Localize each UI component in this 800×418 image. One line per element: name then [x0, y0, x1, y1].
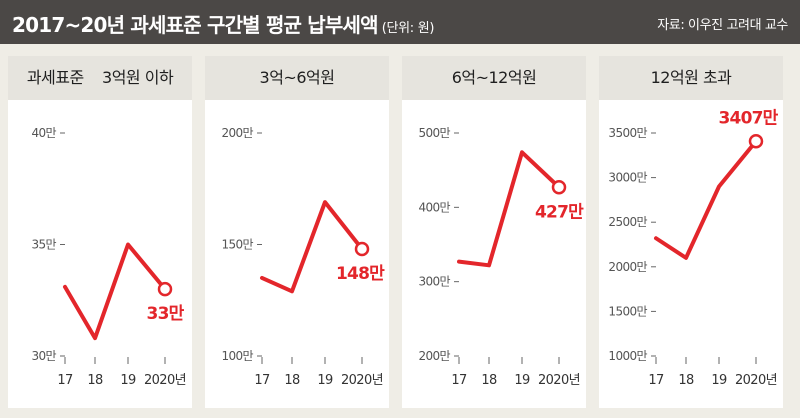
y-tick-label: 500만: [418, 126, 450, 140]
y-tick-label: 2500만: [608, 215, 647, 229]
line-chart: 100만 150만 200만 17 18 19 2020년 148만: [221, 126, 385, 388]
panel-over-12eok: 12억원 초과 1000만 1500만 2000만 2500만 3000만 3500만 17…: [599, 56, 783, 408]
panel-title: 과세표준 3억원 이하: [8, 56, 192, 100]
x-tick-label: 2020년: [538, 373, 580, 388]
unit-label: (단위: 원): [381, 21, 435, 36]
chart-header: 2017~20년 과세표준 구간별 평균 납부세액 (단위: 원) 자료: 이우진…: [0, 0, 800, 44]
panel-3eok-6eok: 3억~6억원 100만 150만 200만 17 18 19 2020년 148만: [205, 56, 389, 408]
x-tick-label: 2020년: [735, 373, 777, 388]
y-tick-label: 1500만: [608, 304, 647, 318]
y-tick-label: 3000만: [608, 171, 647, 185]
series-line: [457, 150, 561, 268]
line-chart: 30만 35만 40만 17 18 19 2020년 33만: [31, 126, 186, 388]
y-tick-label: 400만: [418, 200, 450, 214]
last-point-marker: [157, 281, 173, 297]
y-tick-label: 40만: [31, 126, 56, 140]
x-tick-label: 17: [451, 373, 467, 388]
x-tick-label: 18: [87, 373, 103, 388]
value-label: 427만: [535, 202, 584, 222]
x-tick-label: 17: [648, 373, 664, 388]
source-label: 자료: 이우진 고려대 교수: [657, 18, 788, 33]
series-line: [260, 200, 364, 294]
y-tick-label: 200만: [418, 349, 450, 363]
last-point-marker: [551, 180, 567, 195]
panel-title: 3억~6억원: [205, 56, 389, 100]
x-tick-label: 18: [284, 373, 300, 388]
x-tick-label: 17: [57, 373, 73, 388]
x-tick-label: 19: [120, 373, 136, 388]
last-point-marker: [354, 241, 370, 257]
chart-title-text: 2017~20년 과세표준 구간별 평균 납부세액: [12, 13, 379, 37]
y-tick-label: 100만: [221, 349, 253, 363]
panel-6eok-12eok: 6억~12억원 200만 300만 400만 500만 17 18 19 2020년 427만: [402, 56, 586, 408]
y-tick-label: 300만: [418, 275, 450, 289]
x-tick-label: 18: [481, 373, 497, 388]
x-tick-label: 18: [678, 373, 694, 388]
y-tick-label: 30만: [31, 349, 56, 363]
panel-under-3eok: 과세표준 3억원 이하 30만 35만 40만 17 18 19 2020년 33만: [8, 56, 192, 408]
x-tick-label: 2020년: [341, 373, 383, 388]
x-tick-label: 2020년: [144, 373, 186, 388]
x-tick-label: 19: [514, 373, 530, 388]
y-tick-label: 200만: [221, 126, 253, 140]
series-line: [63, 242, 167, 341]
chart-title: 2017~20년 과세표준 구간별 평균 납부세액 (단위: 원): [12, 9, 434, 38]
y-tick-label: 35만: [31, 238, 56, 252]
panel-title: 12억원 초과: [599, 56, 783, 100]
x-tick-label: 19: [711, 373, 727, 388]
y-tick-label: 2000만: [608, 260, 647, 274]
value-label: 148만: [336, 264, 385, 284]
y-tick-label: 3500만: [608, 126, 647, 140]
x-tick-label: 17: [254, 373, 270, 388]
line-chart: 1000만 1500만 2000만 2500만 3000만 3500만 17 18 19 2020…: [608, 108, 779, 388]
x-tick-label: 19: [317, 373, 333, 388]
y-tick-label: 150만: [221, 238, 253, 252]
series-line: [654, 139, 758, 260]
value-label: 33만: [147, 304, 185, 324]
value-label: 3407만: [719, 108, 779, 128]
y-tick-label: 1000만: [608, 349, 647, 363]
last-point-marker: [748, 134, 764, 149]
line-chart: 200만 300만 400만 500만 17 18 19 2020년 427만: [418, 126, 584, 388]
panel-title: 6억~12억원: [402, 56, 586, 100]
